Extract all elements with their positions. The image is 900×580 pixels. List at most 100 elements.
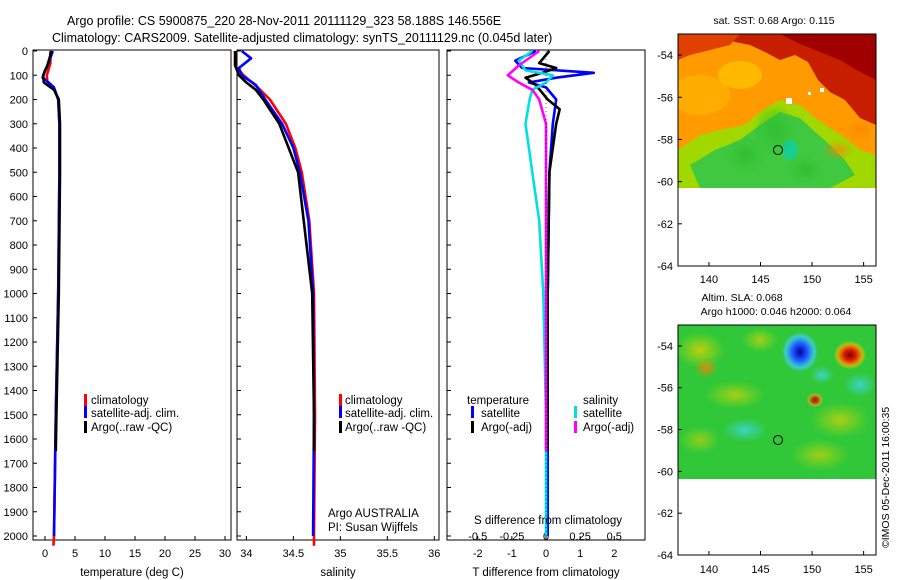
depth-tick-label: 1000 xyxy=(4,289,28,301)
temperature-x-label: temperature (deg C) xyxy=(80,567,184,579)
depth-tick-label: 500 xyxy=(10,167,28,179)
lat-tick-label: -60 xyxy=(657,177,673,189)
series-line-climatology xyxy=(233,51,317,546)
legend-title-temperature: temperature xyxy=(467,395,529,407)
depth-tick-label: 1600 xyxy=(4,434,28,446)
lon-tick-label: 150 xyxy=(803,564,821,576)
depth-tick-label: 400 xyxy=(10,143,28,155)
legend-swatch-satellite xyxy=(339,406,342,418)
profile-lines xyxy=(41,49,596,546)
salinity-x-label: salinity xyxy=(320,567,355,579)
lat-tick-label: -60 xyxy=(657,466,673,478)
x-tick-label: 15 xyxy=(129,548,141,560)
sla-map-title-2: Argo h1000: 0.046 h2000: 0.064 xyxy=(701,306,852,318)
legend-label-t-argo: Argo(-adj) xyxy=(481,422,532,434)
legend-swatch-argo xyxy=(84,421,87,433)
lon-tick-label: 140 xyxy=(700,274,718,286)
depth-tick-label: 200 xyxy=(10,95,28,107)
series-line-satellite xyxy=(513,49,596,536)
lat-tick-label: -54 xyxy=(657,50,673,62)
legend-label-satellite: satellite-adj. clim. xyxy=(91,408,179,420)
legend-title-salinity: salinity xyxy=(583,395,618,407)
depth-tick-label: 2000 xyxy=(4,531,28,543)
lat-tick-label: -62 xyxy=(657,508,673,520)
x-tick-label: 10 xyxy=(99,548,111,560)
x-tick-label: 0.25 xyxy=(569,531,590,543)
depth-tick-label: 1500 xyxy=(4,410,28,422)
depth-tick-label: 1100 xyxy=(4,313,28,325)
x-tick-label: 34 xyxy=(240,548,252,560)
lat-tick-label: -54 xyxy=(657,341,673,353)
legend-swatch-t-argo xyxy=(471,421,474,433)
lat-tick-label: -64 xyxy=(657,550,673,562)
sla-lat-axis: -54 -56 -58 -60 -62 -64 xyxy=(657,341,682,562)
legend-swatch-climatology xyxy=(84,394,87,406)
legend-swatch-satellite xyxy=(84,406,87,418)
lon-tick-label: 145 xyxy=(751,274,769,286)
lon-tick-label: 150 xyxy=(803,274,821,286)
x-tick-label: -0.5 xyxy=(468,531,487,543)
argo-location-marker-sla xyxy=(773,435,783,445)
figure-title-line2: Climatology: CARS2009. Satellite-adjuste… xyxy=(52,31,552,45)
legend-label-s-satellite: satellite xyxy=(583,408,622,420)
x-tick-label: 35 xyxy=(334,548,346,560)
legend-label-climatology: climatology xyxy=(345,395,403,407)
legend-swatch-s-satellite xyxy=(574,406,577,418)
pi-note: PI: Susan Wijffels xyxy=(328,522,418,534)
sla-map-title-1: Altim. SLA: 0.068 xyxy=(701,292,782,304)
lat-tick-label: -56 xyxy=(657,92,673,104)
difference-legend: temperature salinity satellite Argo(-adj… xyxy=(467,395,634,434)
depth-tick-label: 300 xyxy=(10,119,28,131)
t-difference-x-axis: -2 -1 0 1 2 xyxy=(473,536,617,560)
lat-tick-label: -62 xyxy=(657,219,673,231)
depth-tick-label: 600 xyxy=(10,192,28,204)
lat-tick-label: -58 xyxy=(657,425,673,437)
legend-label-s-argo: Argo(-adj) xyxy=(583,422,634,434)
s-difference-x-axis: -0.5 -0.25 0 0.25 0.5 xyxy=(468,531,622,543)
depth-axis: 0 100 200 300 400 500 600 700 800 900 1000 1100 1200… xyxy=(4,46,451,543)
x-tick-label: -2 xyxy=(473,548,483,560)
s-difference-label: S difference from climatology xyxy=(474,515,622,527)
legend-label-argo: Argo(..raw -QC) xyxy=(345,422,426,434)
depth-tick-label: 1400 xyxy=(4,386,28,398)
legend-swatch-argo xyxy=(339,421,342,433)
x-tick-label: -0.25 xyxy=(499,531,524,543)
series-line-satellite xyxy=(517,49,555,536)
depth-tick-label: 1900 xyxy=(4,507,28,519)
lon-tick-label: 155 xyxy=(854,274,872,286)
x-tick-label: 25 xyxy=(189,548,201,560)
argo-location-marker-sst xyxy=(773,145,783,155)
legend-swatch-s-argo xyxy=(574,421,577,433)
sla-map-image xyxy=(678,325,876,479)
sla-lon-axis: 140 145 150 155 xyxy=(700,551,873,576)
depth-tick-label: 0 xyxy=(22,46,28,58)
depth-tick-label: 100 xyxy=(10,70,28,82)
x-tick-label: 2 xyxy=(611,548,617,560)
depth-tick-label: 1800 xyxy=(4,483,28,495)
x-tick-label: 0 xyxy=(543,531,549,543)
sst-lat-axis: -54 -56 -58 -60 -62 -64 xyxy=(657,50,682,273)
imos-stamp: ©IMOS 05-Dec-2011 16:00:35 xyxy=(880,407,892,548)
depth-tick-label: 1200 xyxy=(4,337,28,349)
lat-tick-label: -58 xyxy=(657,134,673,146)
lon-tick-label: 155 xyxy=(854,564,872,576)
depth-tick-label: 1700 xyxy=(4,458,28,470)
legend-swatch-climatology xyxy=(339,394,342,406)
salinity-panel-frame xyxy=(236,49,440,541)
sst-map-frame xyxy=(677,33,877,267)
legend-label-climatology: climatology xyxy=(91,395,149,407)
sla-map-frame xyxy=(677,324,877,556)
salinity-x-axis: 34 34.5 35 35.5 36 xyxy=(240,536,440,560)
x-tick-label: -1 xyxy=(507,548,517,560)
series-line-argo-raw-qc- xyxy=(41,50,62,452)
legend-label-t-satellite: satellite xyxy=(481,408,520,420)
t-difference-x-label: T difference from climatology xyxy=(472,567,619,579)
depth-tick-label: 700 xyxy=(10,216,28,228)
sst-map-title: sat. SST: 0.68 Argo: 0.115 xyxy=(713,15,834,27)
legend-label-satellite: satellite-adj. clim. xyxy=(345,408,433,420)
temperature-x-axis: 0 5 10 15 20 25 30 xyxy=(42,536,231,560)
argo-australia-note: Argo AUSTRALIA xyxy=(328,508,419,520)
series-line-satellite-adj-clim- xyxy=(41,50,61,537)
depth-tick-label: 800 xyxy=(10,240,28,252)
x-tick-label: 1 xyxy=(577,548,583,560)
